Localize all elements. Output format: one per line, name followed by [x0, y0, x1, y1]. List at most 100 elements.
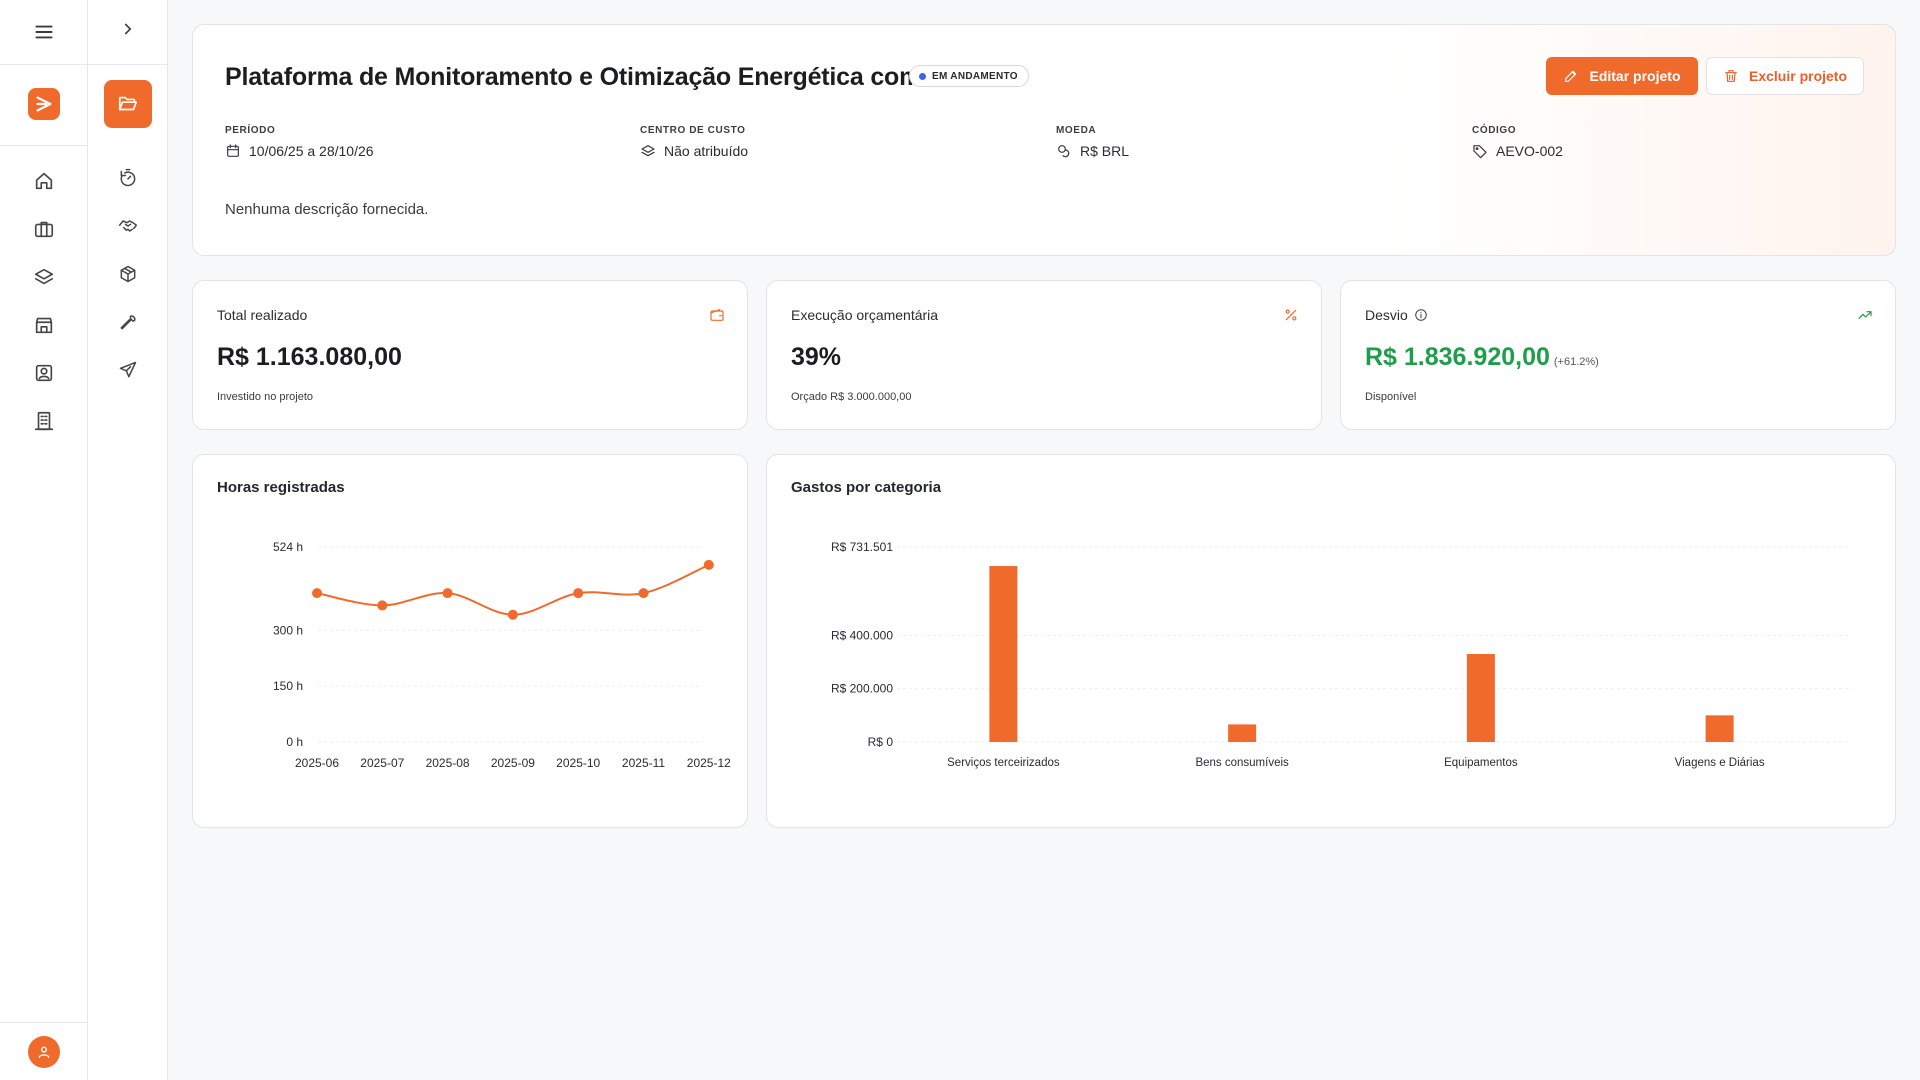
hours-data-point[interactable] [442, 588, 453, 599]
kpi-deviation-sub: Disponível [1365, 391, 1417, 403]
x-tick-label: Viagens e Diárias [1675, 757, 1765, 769]
expenses-chart: R$ 0 R$ 200.000 R$ 400.000 R$ 731.501 Serviç… [831, 540, 1852, 769]
home-icon [33, 170, 55, 192]
sidebar-item-home[interactable] [0, 170, 88, 192]
currency-label: MOEDA [1056, 125, 1097, 136]
x-tick-label: 2025-12 [687, 756, 731, 770]
project-title: Plataforma de Monitoramento e Otimização… [225, 63, 966, 91]
trash-icon [1723, 68, 1739, 84]
kpi-deviation-card: Desvio R$ 1.836.920,00 (+61.2%) Disponíve… [1340, 280, 1896, 430]
expense-bar[interactable] [1705, 715, 1734, 742]
x-tick-label: 2025-09 [491, 756, 535, 770]
kpi-deviation-value: R$ 1.836.920,00 [1365, 343, 1550, 371]
hours-data-point[interactable] [703, 559, 714, 570]
x-tick-label: 2025-11 [622, 756, 665, 770]
user-avatar-icon[interactable] [28, 1036, 60, 1068]
wrench-icon [118, 312, 138, 332]
hours-series-line [316, 563, 710, 616]
kpi-execution-label: Execução orçamentária [791, 307, 939, 323]
y-tick-label: R$ 731.501 [831, 540, 893, 554]
meta-cost-center: CENTRO DE CUSTO Não atribuído [640, 125, 748, 159]
sidebar-item-layers[interactable] [0, 266, 88, 288]
subnav-item-tools[interactable] [88, 312, 168, 332]
layers-icon [33, 266, 55, 288]
subnav-item-package[interactable] [88, 264, 168, 284]
kpi-execution-sub: Orçado R$ 3.000.000,00 [791, 391, 912, 403]
y-tick-label: 300 h [273, 623, 303, 637]
currency-value: R$ BRL [1080, 143, 1130, 159]
x-tick-label: 2025-10 [556, 756, 600, 770]
briefcase-icon [33, 218, 55, 240]
status-label: EM ANDAMENTO [932, 70, 1018, 82]
meta-currency: MOEDA R$ BRL [1056, 125, 1129, 159]
hours-data-point[interactable] [377, 600, 388, 611]
code-label: CÓDIGO [1472, 125, 1517, 136]
contact-icon [33, 362, 55, 384]
edit-project-button[interactable]: Editar projeto [1546, 57, 1698, 95]
subnav-item-timer[interactable] [88, 168, 168, 188]
layers-icon [640, 143, 656, 159]
hours-data-point[interactable] [638, 588, 649, 599]
menu-icon[interactable] [31, 19, 57, 45]
package-icon [118, 264, 138, 284]
meta-period: PERÍODO 10/06/25 a 28/10/26 [225, 125, 374, 159]
period-value: 10/06/25 a 28/10/26 [249, 143, 374, 159]
hours-data-point[interactable] [507, 609, 518, 620]
subnav-item-handshake[interactable] [88, 216, 168, 236]
subnav-item-travel[interactable] [88, 360, 168, 380]
kpi-execution-card: Execução orçamentária 39% Orçado R$ 3.00… [766, 280, 1322, 430]
status-dot [919, 73, 926, 80]
kpi-deviation-delta: (+61.2%) [1553, 356, 1599, 368]
sidebar-item-building[interactable] [0, 410, 88, 432]
tag-icon [1472, 143, 1488, 159]
kpi-total-card: Total realizado R$ 1.163.080,00 Investid… [192, 280, 748, 430]
delete-project-button[interactable]: Excluir projeto [1706, 57, 1864, 95]
code-value: AEVO-002 [1496, 143, 1563, 159]
trending-up-icon [1857, 307, 1873, 323]
project-description: Nenhuma descrição fornecida. [225, 201, 429, 218]
x-tick-label: Serviços terceirizados [947, 757, 1060, 769]
expense-bar[interactable] [989, 566, 1018, 742]
plane-icon [118, 360, 138, 380]
sub-sidebar [88, 0, 168, 1080]
status-badge: EM ANDAMENTO [909, 65, 1029, 87]
app-logo-icon[interactable] [28, 88, 60, 120]
y-tick-label: R$ 0 [868, 735, 894, 749]
hours-chart-card: Horas registradas 0 h 150 h 300 h 524 h 2025… [192, 454, 748, 828]
percent-icon [1283, 307, 1299, 323]
period-label: PERÍODO [225, 125, 276, 136]
project-header-card: Plataforma de Monitoramento e Otimização… [192, 24, 1896, 256]
sidebar-item-store[interactable] [0, 314, 88, 336]
kpi-total-label: Total realizado [217, 307, 308, 323]
subnav-item-projects[interactable] [104, 80, 152, 128]
x-tick-label: 2025-08 [426, 756, 470, 770]
kpi-total-value: R$ 1.163.080,00 [217, 343, 402, 371]
y-tick-label: 0 h [286, 735, 303, 749]
kpi-deviation-label: Desvio [1365, 307, 1408, 323]
delete-project-label: Excluir projeto [1748, 68, 1848, 84]
expense-bar[interactable] [1228, 724, 1257, 742]
sidebar-item-briefcase[interactable] [0, 218, 88, 240]
hours-chart: 0 h 150 h 300 h 524 h 2025-06 2025-07 2025-08 2… [273, 540, 731, 770]
building-icon [33, 410, 55, 432]
hours-data-point[interactable] [312, 588, 322, 599]
pencil-icon [1563, 68, 1579, 84]
hours-data-point[interactable] [573, 588, 584, 599]
store-icon [33, 314, 55, 336]
kpi-execution-value: 39% [791, 343, 842, 371]
info-icon[interactable] [1414, 308, 1428, 322]
main-sidebar [0, 0, 88, 1080]
kpi-deviation-value-wrap: R$ 1.836.920,00 (+61.2%) [1365, 343, 1599, 372]
expense-bar[interactable] [1466, 654, 1495, 742]
kpi-total-sub: Investido no projeto [217, 391, 314, 403]
coins-icon [1056, 143, 1072, 159]
handshake-icon [118, 216, 138, 236]
wallet-icon [709, 307, 725, 323]
x-tick-label: 2025-06 [295, 756, 339, 770]
cost-center-value: Não atribuído [664, 143, 749, 159]
sidebar-item-contacts[interactable] [0, 362, 88, 384]
chevron-right-icon[interactable] [119, 20, 137, 38]
y-tick-label: R$ 400.000 [831, 628, 893, 642]
calendar-icon [225, 143, 241, 159]
folder-open-icon [117, 93, 139, 115]
